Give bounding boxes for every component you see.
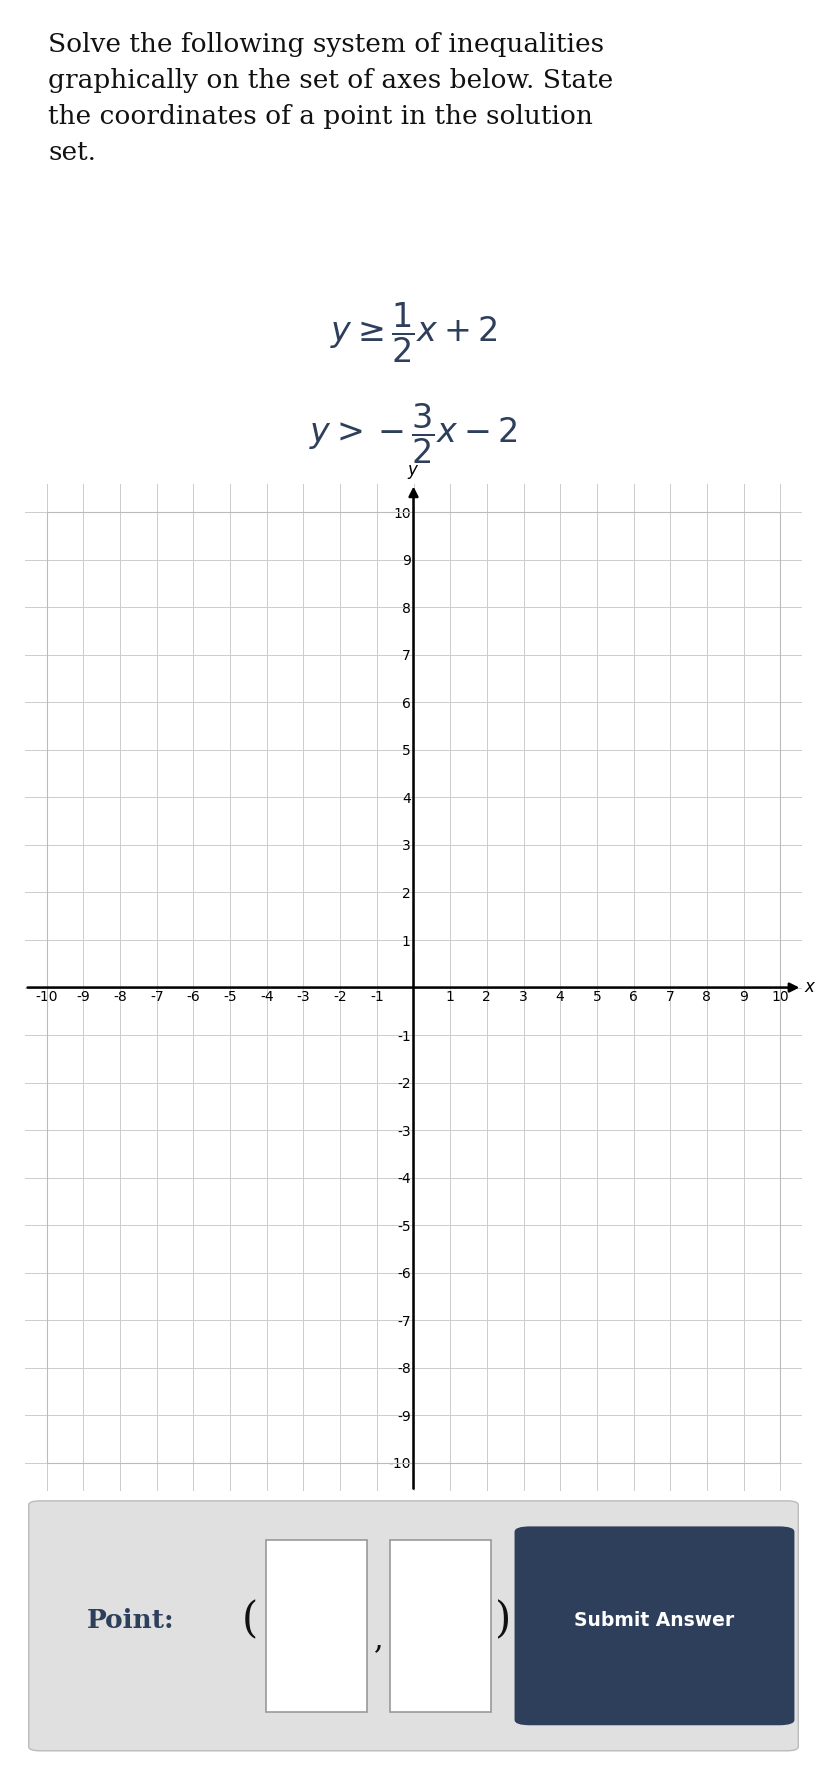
Text: Solve the following system of inequalities
graphically on the set of axes below.: Solve the following system of inequaliti… <box>48 32 614 164</box>
Text: Submit Answer: Submit Answer <box>575 1610 734 1630</box>
FancyBboxPatch shape <box>29 1501 798 1751</box>
Text: ,: , <box>374 1624 384 1655</box>
Text: $y$: $y$ <box>407 463 420 481</box>
Text: $x$: $x$ <box>804 979 816 995</box>
Text: (: ( <box>242 1599 258 1642</box>
Text: ): ) <box>495 1599 511 1642</box>
Text: $y \geq \dfrac{1}{2}x + 2$: $y \geq \dfrac{1}{2}x + 2$ <box>330 300 497 365</box>
FancyBboxPatch shape <box>390 1540 491 1712</box>
Text: Point:: Point: <box>87 1608 174 1633</box>
FancyBboxPatch shape <box>514 1526 795 1724</box>
Text: $y > -\dfrac{3}{2}x - 2$: $y > -\dfrac{3}{2}x - 2$ <box>309 402 518 466</box>
FancyBboxPatch shape <box>265 1540 367 1712</box>
